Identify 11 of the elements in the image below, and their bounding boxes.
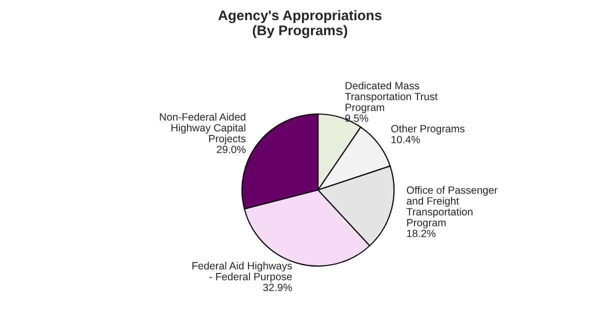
data-label: 32.9% (263, 284, 292, 292)
slice-label: Dedicated Mass Transportation Trust Program (345, 82, 438, 114)
data-label: 9.5% (345, 114, 368, 122)
data-label: 29.0% (216, 146, 246, 154)
chart-title: Agency's Appropriations (By Programs) (218, 10, 382, 38)
slice-label: Non-Federal Aided Highway Capital Projects (160, 112, 246, 144)
slice-label: Other Programs (391, 124, 464, 134)
slice-label: Federal Aid Highways - Federal Purpose (192, 262, 292, 282)
data-label: 10.4% (392, 136, 420, 144)
slice-label: Office of Passenger and Freight Transportation Program (406, 186, 498, 228)
data-label: 18.2% (407, 230, 436, 238)
